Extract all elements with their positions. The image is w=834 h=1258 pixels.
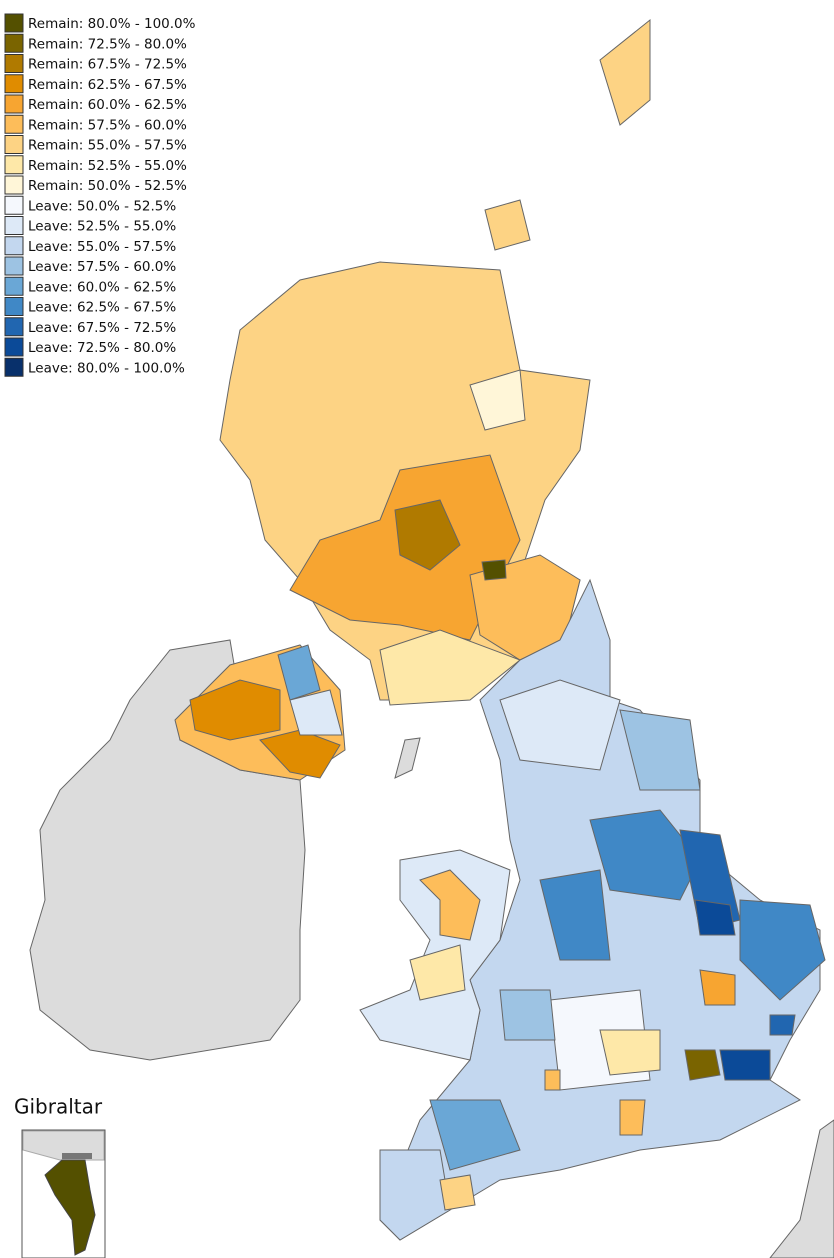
legend-swatch <box>4 276 24 296</box>
legend-label: Leave: 67.5% - 72.5% <box>28 320 176 336</box>
legend-label: Leave: 50.0% - 52.5% <box>28 198 176 214</box>
legend-swatch <box>4 337 24 357</box>
region <box>769 1014 796 1036</box>
legend-label: Leave: 57.5% - 60.0% <box>28 259 176 275</box>
region <box>499 989 556 1041</box>
legend-swatch <box>4 54 24 73</box>
inset-border <box>62 1153 92 1159</box>
region <box>481 559 507 581</box>
legend-swatch <box>4 175 24 195</box>
northern-ireland <box>174 644 346 781</box>
legend-swatch <box>4 114 24 134</box>
region <box>739 899 826 1001</box>
region <box>544 1069 561 1091</box>
legend-swatch <box>4 236 24 256</box>
legend-swatch <box>4 33 24 53</box>
legend-label: Leave: 62.5% - 67.5% <box>28 300 176 316</box>
gibraltar <box>44 1159 96 1256</box>
region <box>429 1099 521 1171</box>
shetland <box>599 18 651 126</box>
region <box>599 1029 661 1076</box>
legend-label: Remain: 80.0% - 100.0% <box>28 16 196 32</box>
legend-label: Remain: 72.5% - 80.0% <box>28 36 187 52</box>
legend-swatch <box>4 135 24 154</box>
legend-swatch <box>4 13 24 33</box>
wales <box>359 849 511 1061</box>
legend-label: Leave: 72.5% - 80.0% <box>28 340 176 356</box>
gibraltar-inset <box>21 1129 106 1258</box>
legend-swatch <box>4 317 24 337</box>
legend-label: Leave: 60.0% - 62.5% <box>28 279 176 295</box>
region <box>289 689 343 736</box>
region <box>694 899 736 936</box>
region <box>719 1049 771 1081</box>
legend-swatch <box>4 357 24 377</box>
legend-swatch <box>4 94 24 114</box>
region <box>409 944 466 1001</box>
legend-label: Leave: 52.5% - 55.0% <box>28 219 176 235</box>
region <box>379 1149 451 1241</box>
region <box>189 679 281 741</box>
isle-of-man <box>394 737 421 779</box>
legend-label: Remain: 52.5% - 55.0% <box>28 158 187 174</box>
legend-label: Remain: 67.5% - 72.5% <box>28 57 187 73</box>
region <box>259 729 341 779</box>
legend-label: Remain: 62.5% - 67.5% <box>28 77 187 93</box>
legend-swatch <box>4 74 24 94</box>
region <box>619 709 701 791</box>
england <box>379 578 826 1241</box>
legend-label: Remain: 55.0% - 57.5% <box>28 138 187 154</box>
region <box>379 629 521 706</box>
legend-swatch <box>4 297 24 316</box>
region <box>499 679 621 771</box>
france-land <box>769 1119 834 1258</box>
legend: Remain: 80.0% - 100.0% Remain: 72.5% - 80… <box>4 13 196 377</box>
legend-swatch <box>4 216 24 235</box>
orkney <box>484 199 531 251</box>
legend-label: Remain: 57.5% - 60.0% <box>28 117 187 133</box>
inset-label: Gibraltar <box>14 1095 103 1119</box>
london <box>684 1049 721 1081</box>
region <box>539 869 611 961</box>
legend-swatch <box>4 256 24 276</box>
legend-label: Leave: 55.0% - 57.5% <box>28 239 176 255</box>
legend-label: Remain: 50.0% - 52.5% <box>28 178 187 194</box>
region <box>469 369 526 431</box>
region <box>419 869 481 941</box>
region <box>394 499 461 571</box>
legend-label: Remain: 60.0% - 62.5% <box>28 97 187 113</box>
region <box>699 969 736 1006</box>
region <box>439 1174 476 1211</box>
region <box>619 1099 646 1136</box>
scotland <box>219 18 651 706</box>
legend-swatch <box>4 155 24 175</box>
legend-label: Leave: 80.0% - 100.0% <box>28 360 185 376</box>
region <box>277 644 321 701</box>
legend-swatch <box>4 195 24 215</box>
